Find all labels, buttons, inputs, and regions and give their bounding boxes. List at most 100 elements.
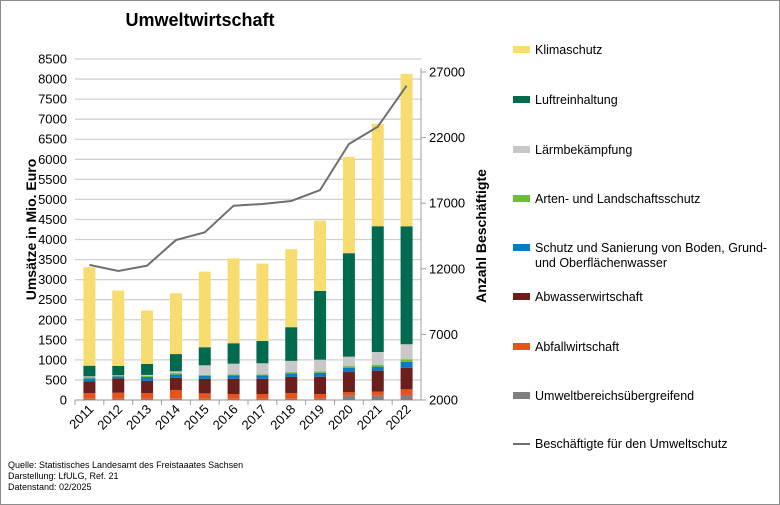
bar-segment xyxy=(227,375,240,379)
bar-segment xyxy=(141,363,154,375)
bar-segment xyxy=(371,366,384,371)
y-tick-label: 7500 xyxy=(38,92,67,107)
bar-segment xyxy=(256,375,269,379)
y-tick-label: 1500 xyxy=(38,332,67,347)
legend-label: Abwasserwirtschaft xyxy=(535,290,643,304)
bar-segment xyxy=(198,398,211,400)
bar-segment xyxy=(169,293,182,355)
bar-segment xyxy=(314,220,327,291)
bar-segment xyxy=(285,372,298,374)
x-tick-label: 2020 xyxy=(325,402,356,433)
bar-segment xyxy=(141,375,154,377)
y2-tick-label: 7000 xyxy=(429,327,458,342)
y-tick-label: 6500 xyxy=(38,132,67,147)
bar-segment xyxy=(371,351,384,366)
bar-segment xyxy=(227,258,240,344)
x-tick-label: 2016 xyxy=(210,402,241,433)
bar-segment xyxy=(342,366,355,368)
legend-swatch xyxy=(513,46,530,53)
legend-swatch xyxy=(513,244,530,251)
bar-segment xyxy=(342,395,355,400)
x-tick-label: 2017 xyxy=(238,402,269,433)
bar-segment xyxy=(400,394,413,400)
y-tick-label: 5000 xyxy=(38,192,67,207)
legend-label: Abfallwirtschaft xyxy=(535,340,620,354)
bar-segment xyxy=(198,271,211,348)
y-tick-label: 500 xyxy=(45,372,67,387)
legend-label: Beschäftigte für den Umweltschutz xyxy=(535,437,727,451)
source-note: Quelle: Statistisches Landesamt des Frei… xyxy=(8,460,244,470)
bar-segment xyxy=(285,373,298,377)
data-date-note: Datenstand: 02/2025 xyxy=(8,482,92,492)
bar-segment xyxy=(400,367,413,390)
bar-segment xyxy=(400,389,413,395)
legend-label: Klimaschutz xyxy=(535,43,602,57)
x-tick-label: 2014 xyxy=(152,402,183,433)
bar-segment xyxy=(256,341,269,364)
bar-segment xyxy=(83,393,96,399)
bar-segment xyxy=(141,376,154,381)
bar-segment xyxy=(342,253,355,357)
bar-segment xyxy=(227,363,240,375)
bar-segment xyxy=(169,371,182,374)
bar-segment xyxy=(83,376,96,378)
bar-segment xyxy=(314,393,327,399)
legend-swatch xyxy=(513,392,530,399)
bar-segment xyxy=(227,374,240,376)
bar-segment xyxy=(285,392,298,399)
y-tick-label: 1000 xyxy=(38,352,67,367)
bar-segment xyxy=(371,123,384,227)
bar-segment xyxy=(371,370,384,392)
x-tick-label: 2013 xyxy=(123,402,154,433)
y-tick-label: 2500 xyxy=(38,292,67,307)
bar-segment xyxy=(371,391,384,396)
bar-segment xyxy=(314,398,327,400)
y2-tick-label: 22000 xyxy=(429,130,465,145)
bar-segment xyxy=(83,381,96,394)
bar-segment xyxy=(285,398,298,400)
bar-segment xyxy=(285,327,298,361)
x-tick-label: 2015 xyxy=(181,402,212,433)
bar-segment xyxy=(112,376,125,379)
x-tick-label: 2012 xyxy=(94,402,125,433)
bar-segment xyxy=(141,393,154,399)
y2-axis-title: Anzahl Beschäftigte xyxy=(473,169,489,303)
bar-segment xyxy=(227,343,240,364)
y-tick-label: 6000 xyxy=(38,152,67,167)
bar-segment xyxy=(198,378,211,394)
bar-segment xyxy=(169,374,182,378)
bar-segment xyxy=(371,226,384,352)
bar-segment xyxy=(371,395,384,400)
bar-segment xyxy=(256,263,269,342)
bar-segment xyxy=(314,371,327,373)
bar-segment xyxy=(112,378,125,393)
bar-segment xyxy=(83,377,96,379)
chart-title: Umweltwirtschaft xyxy=(125,10,274,30)
bar-segment xyxy=(256,398,269,400)
legend-swatch xyxy=(513,343,530,350)
y2-tick-label: 17000 xyxy=(429,196,465,211)
legend-swatch xyxy=(513,146,530,153)
y2-tick-label: 12000 xyxy=(429,261,465,276)
employment-line xyxy=(89,85,408,273)
bar-segment xyxy=(400,361,413,368)
bar-segment xyxy=(169,398,182,400)
bar-segment xyxy=(169,389,182,399)
bar-segment xyxy=(314,372,327,377)
x-tick-label: 2022 xyxy=(383,402,414,433)
bar-segment xyxy=(400,344,413,360)
bar-segment xyxy=(371,365,384,367)
legend-swatch xyxy=(513,96,530,103)
bar-segment xyxy=(83,365,96,377)
legend-label: Lärmbekämpfung xyxy=(535,143,632,157)
bar-segment xyxy=(227,398,240,400)
bar-segment xyxy=(227,393,240,399)
bar-segment xyxy=(400,73,413,227)
bar-segment xyxy=(83,378,96,382)
bar-segment xyxy=(198,365,211,375)
bar-segment xyxy=(141,398,154,400)
bar-segment xyxy=(314,376,327,394)
bar-segment xyxy=(141,374,154,376)
y-tick-label: 2000 xyxy=(38,312,67,327)
